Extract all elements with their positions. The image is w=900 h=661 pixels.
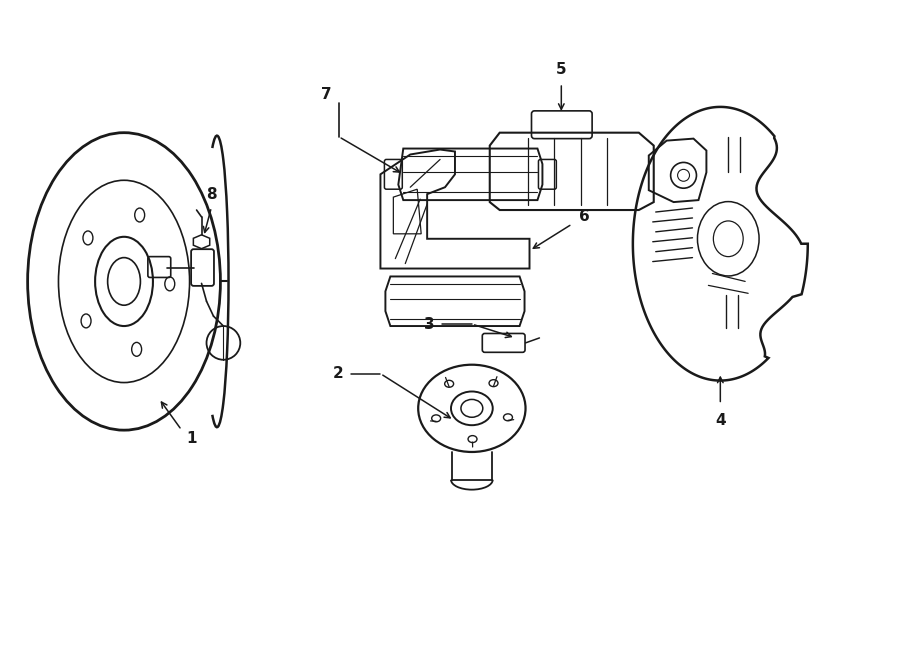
Text: 4: 4 [715, 412, 725, 428]
Text: 8: 8 [206, 186, 217, 202]
Text: 2: 2 [332, 366, 343, 381]
Text: 1: 1 [186, 430, 197, 446]
Text: 5: 5 [556, 61, 567, 77]
Text: 7: 7 [321, 87, 332, 102]
Text: 6: 6 [579, 210, 590, 225]
Text: 3: 3 [424, 317, 435, 332]
